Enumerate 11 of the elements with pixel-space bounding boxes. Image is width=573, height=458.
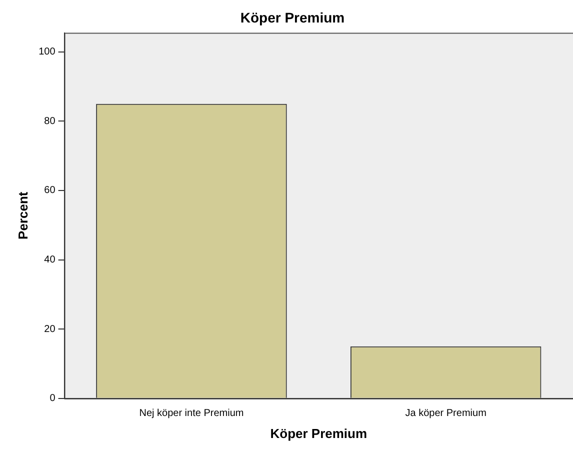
x-tick-label: Ja köper Premium <box>405 408 486 420</box>
y-tick-label: 0 <box>50 393 56 404</box>
y-tick-label: 40 <box>44 254 56 266</box>
y-tick-label: 80 <box>44 116 56 127</box>
x-axis-title: Köper Premium <box>270 426 368 441</box>
x-tick-label: Nej köper inte Premium <box>139 408 244 420</box>
y-tick-label: 60 <box>44 185 56 196</box>
y-tick-label: 20 <box>44 324 56 335</box>
y-tick-label: 100 <box>38 46 56 58</box>
chart-title: Köper Premium <box>240 9 345 26</box>
y-axis-title: Percent <box>15 191 30 240</box>
